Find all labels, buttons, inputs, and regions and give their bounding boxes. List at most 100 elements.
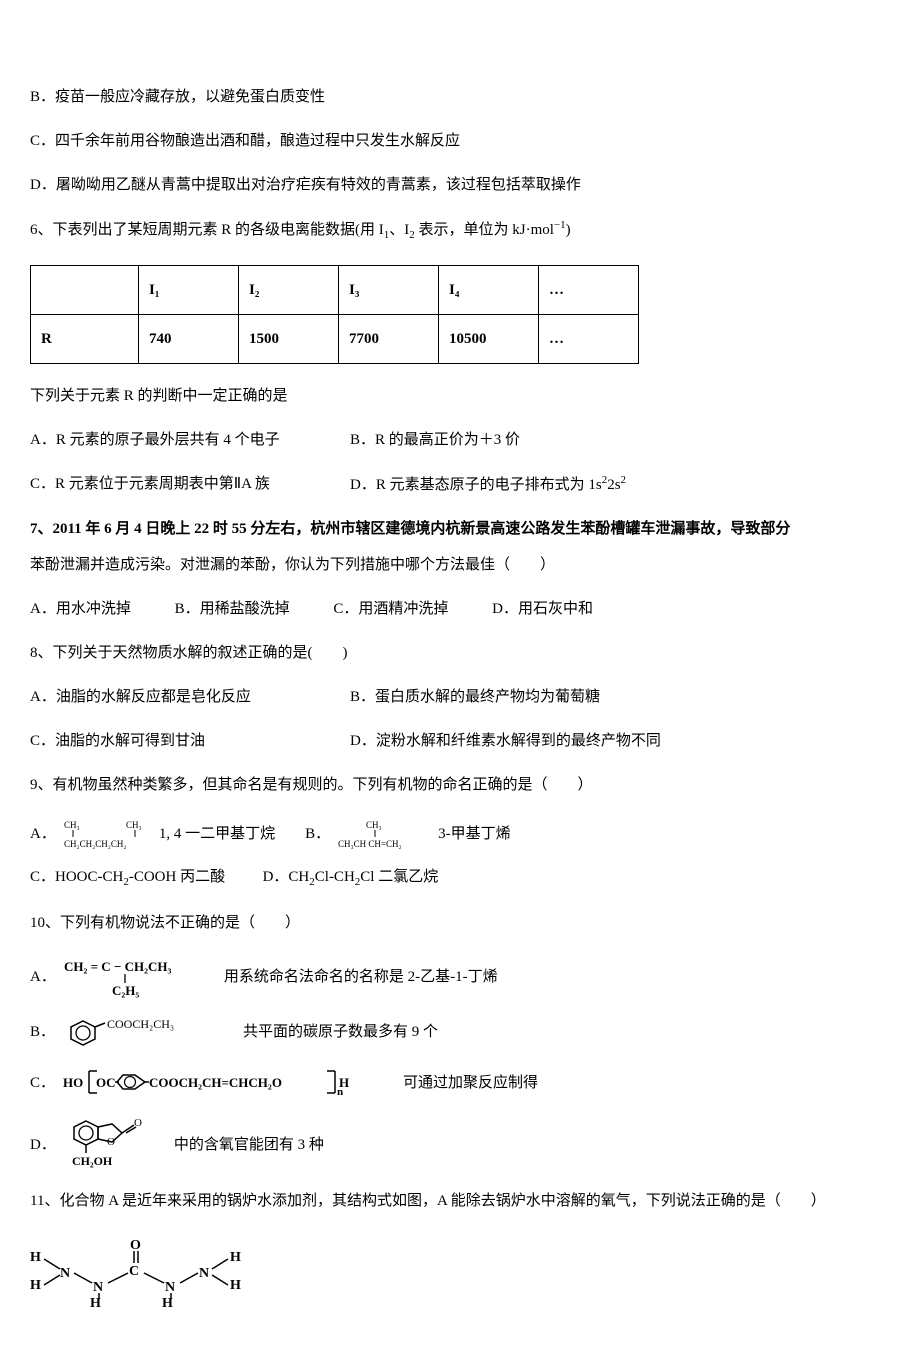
- q6-th-1: I₁: [139, 265, 239, 314]
- q5-option-b: B．疫苗一般应冷藏存放，以避免蛋白质变性: [30, 85, 890, 109]
- q9-optB-label: B．: [305, 822, 330, 846]
- q10-optB-row: B． COOCH₂CH₃ 共平面的碳原子数最多有 9 个: [30, 1013, 890, 1051]
- svg-text:N: N: [165, 1280, 175, 1295]
- q8-stem: 8、下列关于天然物质水解的叙述正确的是( ): [30, 641, 890, 665]
- svg-text:N: N: [93, 1280, 103, 1295]
- q9-optD-mid1: Cl-CH: [315, 869, 355, 885]
- q6-th-3: I₃: [339, 265, 439, 314]
- svg-text:CH₃CH CH=CH₂: CH₃CH CH=CH₂: [338, 839, 402, 849]
- q7-stem2: 苯酚泄漏并造成污染。对泄漏的苯酚，你认为下列措施中哪个方法最佳（ ）: [30, 553, 890, 577]
- q9-optB-name: 3-甲基丁烯: [438, 822, 511, 846]
- q6-sub: 下列关于元素 R 的判断中一定正确的是: [30, 384, 890, 408]
- q8-option-d: D．淀粉水解和纤维素水解得到的最终产物不同: [350, 729, 661, 753]
- q6-val-3: 10500: [439, 314, 539, 363]
- q9-optA-name: 1, 4 一二甲基丁烷: [159, 822, 275, 846]
- q9-optC-pre: C．HOOC-CH: [30, 869, 123, 885]
- svg-text:H: H: [230, 1250, 241, 1265]
- q6-stem-mid1: 、I: [389, 222, 409, 238]
- svg-text:COOCH₂CH₃: COOCH₂CH₃: [107, 1017, 174, 1031]
- q6-option-a: A．R 元素的原子最外层共有 4 个电子: [30, 428, 350, 452]
- q6-options-cd: C．R 元素位于元素周期表中第ⅡA 族 D．R 元素基态原子的电子排布式为 1s…: [30, 472, 890, 497]
- q6-val-1: 1500: [239, 314, 339, 363]
- q8-option-a: A．油脂的水解反应都是皂化反应: [30, 685, 350, 709]
- q10-optA-row: A． CH₂ = C − CH₂CH₃ C₂H₅ 用系统命名法命名的名称是 2-…: [30, 955, 890, 999]
- q9-optD-post: Cl 二氯乙烷: [360, 869, 438, 885]
- sup-minus1: −1: [554, 219, 566, 231]
- q10-optD-structure-icon: O O CH₂OH: [64, 1115, 174, 1175]
- q10-optB-text: 共平面的碳原子数最多有 9 个: [243, 1020, 438, 1044]
- q9-optA-label: A．: [30, 822, 56, 846]
- q8-options-ab: A．油脂的水解反应都是皂化反应 B．蛋白质水解的最终产物均为葡萄糖: [30, 685, 890, 709]
- q6-table: I₁ I₂ I₃ I₄ … R 740 1500 7700 10500 …: [30, 265, 639, 364]
- q6-val-0: 740: [139, 314, 239, 363]
- q10-optC-structure-icon: HO OC COOCH₂CH=CHCH₂O n H: [63, 1065, 403, 1101]
- q6-stem: 6、下表列出了某短周期元素 R 的各级电离能数据(用 I1、I2 表示，单位为 …: [30, 217, 890, 245]
- q6-stem-pre: 6、下表列出了某短周期元素 R 的各级电离能数据(用 I: [30, 222, 384, 238]
- q9-optC: C．HOOC-CH2-COOH 丙二酸: [30, 869, 229, 885]
- svg-text:N: N: [199, 1266, 209, 1281]
- q6-th-0: [31, 265, 139, 314]
- q7-option-b: B．用稀盐酸洗掉: [175, 597, 290, 621]
- q6-val-4: …: [539, 314, 639, 363]
- svg-text:C₂H₅: C₂H₅: [112, 983, 139, 998]
- q7-option-c: C．用酒精冲洗掉: [333, 597, 448, 621]
- svg-text:CH₂CH₂CH₂CH₂: CH₂CH₂CH₂CH₂: [64, 839, 127, 849]
- svg-text:O: O: [107, 1136, 115, 1148]
- q8-option-c: C．油脂的水解可得到甘油: [30, 729, 350, 753]
- q5-option-d: D．屠呦呦用乙醚从青蒿中提取出对治疗疟疾有特效的青蒿素，该过程包括萃取操作: [30, 173, 890, 197]
- q9-stem: 9、有机物虽然种类繁多，但其命名是有规则的。下列有机物的命名正确的是（ ）: [30, 773, 890, 797]
- q10-optC-row: C． HO OC COOCH₂CH=CHCH₂O n H 可通过加聚反应制得: [30, 1065, 890, 1101]
- q6-th-5: …: [539, 265, 639, 314]
- svg-text:CH₃: CH₃: [64, 820, 80, 830]
- q6-val-2: 7700: [339, 314, 439, 363]
- svg-text:CH₃: CH₃: [126, 820, 142, 830]
- svg-text:H: H: [230, 1278, 241, 1293]
- svg-text:OC: OC: [96, 1075, 116, 1090]
- q10-optC-text: 可通过加聚反应制得: [403, 1071, 538, 1095]
- q10-optB-label: B．: [30, 1020, 55, 1044]
- q10-optA-structure-icon: CH₂ = C − CH₂CH₃ C₂H₅: [64, 955, 224, 999]
- q9-optD-pre: D．CH: [263, 869, 310, 885]
- q6-options-ab: A．R 元素的原子最外层共有 4 个电子 B．R 的最高正价为＋3 价: [30, 428, 890, 452]
- q9-options-cd: C．HOOC-CH2-COOH 丙二酸 D．CH2Cl-CH2Cl 二氯乙烷: [30, 865, 890, 892]
- svg-text:H: H: [30, 1250, 41, 1265]
- q10-optD-label: D．: [30, 1133, 56, 1157]
- q7-option-a: A．用水冲洗掉: [30, 597, 131, 621]
- q9-optA-structure-icon: CH₃ CH₃ CH₂CH₂CH₂CH₂: [64, 817, 159, 851]
- q6-optd-pre: D．R 元素基态原子的电子排布式为 1s: [350, 477, 602, 493]
- q6-table-data-row: R 740 1500 7700 10500 …: [31, 314, 639, 363]
- q6-optd-mid: 2s: [607, 477, 620, 493]
- q10-optA-label: A．: [30, 965, 56, 989]
- q10-optD-row: D． O O CH₂OH 中的含氧官能团有 3 种: [30, 1115, 890, 1175]
- q6-stem-post: 表示，单位为 kJ·mol: [415, 222, 554, 238]
- q9-options-ab: A． CH₃ CH₃ CH₂CH₂CH₂CH₂ 1, 4 一二甲基丁烷 B． C…: [30, 817, 890, 851]
- q7-option-d: D．用石灰中和: [492, 597, 593, 621]
- q5-option-c: C．四千余年前用谷物酿造出酒和醋，酿造过程中只发生水解反应: [30, 129, 890, 153]
- q10-stem: 10、下列有机物说法不正确的是（ ）: [30, 911, 890, 935]
- q6-option-c: C．R 元素位于元素周期表中第ⅡA 族: [30, 472, 350, 497]
- q6-option-d: D．R 元素基态原子的电子排布式为 1s22s2: [350, 472, 626, 497]
- sup-2b: 2: [621, 474, 627, 486]
- q9-optD: D．CH2Cl-CH2Cl 二氯乙烷: [263, 869, 439, 885]
- svg-text:HO: HO: [63, 1075, 83, 1090]
- svg-text:H: H: [339, 1075, 349, 1090]
- q10-optA-text: 用系统命名法命名的名称是 2-乙基-1-丁烯: [224, 965, 498, 989]
- q7-options: A．用水冲洗掉 B．用稀盐酸洗掉 C．用酒精冲洗掉 D．用石灰中和: [30, 597, 890, 621]
- svg-text:COOCH₂CH=CHCH₂O: COOCH₂CH=CHCH₂O: [149, 1075, 282, 1090]
- q10-optD-text: 中的含氧官能团有 3 种: [174, 1133, 324, 1157]
- q11-structure-icon: H H N N H C O N H N H H: [30, 1233, 260, 1308]
- q6-row-label: R: [31, 314, 139, 363]
- svg-text:C: C: [129, 1264, 139, 1279]
- svg-text:O: O: [134, 1117, 142, 1129]
- q9-optC-post: -COOH 丙二酸: [129, 869, 225, 885]
- q10-optB-structure-icon: COOCH₂CH₃: [63, 1013, 243, 1051]
- q7-stem1: 7、2011 年 6 月 4 日晚上 22 时 55 分左右，杭州市辖区建德境内…: [30, 517, 890, 541]
- q8-option-b: B．蛋白质水解的最终产物均为葡萄糖: [350, 685, 600, 709]
- svg-text:N: N: [60, 1266, 70, 1281]
- svg-text:H: H: [30, 1278, 41, 1293]
- q6-th-4: I₄: [439, 265, 539, 314]
- q6-th-2: I₂: [239, 265, 339, 314]
- svg-text:O: O: [130, 1238, 141, 1253]
- q9-optB-structure-icon: CH₃ CH₃CH CH=CH₂: [338, 817, 438, 851]
- svg-text:CH₂OH: CH₂OH: [72, 1154, 113, 1168]
